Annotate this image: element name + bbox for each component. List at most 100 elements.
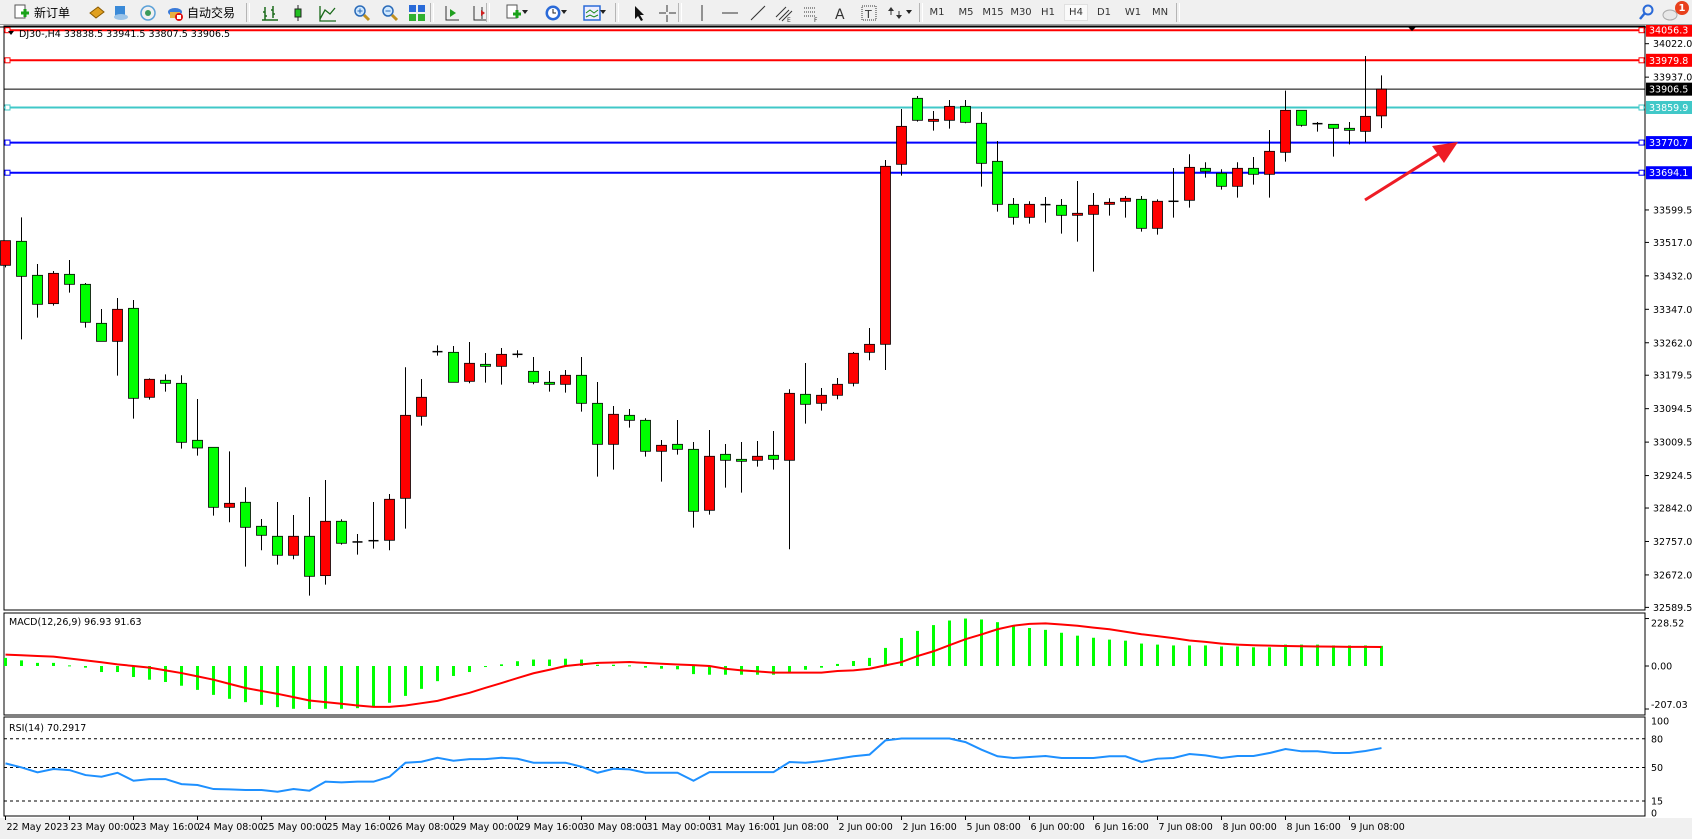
new-order-button[interactable]: 新订单 <box>13 3 70 22</box>
candle-body <box>464 362 475 382</box>
macd-pane[interactable] <box>3 612 1646 716</box>
macd-histogram-bar <box>1268 647 1271 666</box>
candle-body <box>608 413 619 445</box>
cursor-button[interactable] <box>630 3 648 22</box>
tile-windows-icon <box>408 4 426 22</box>
candle <box>1184 154 1195 208</box>
macd-axis-label: 228.52 <box>1651 619 1684 630</box>
fibonacci-button[interactable]: F <box>802 3 820 22</box>
zoom-in-button[interactable] <box>353 3 371 22</box>
line-anchor-handle[interactable] <box>4 169 11 176</box>
chevron-down-icon[interactable] <box>600 10 606 14</box>
equidistant-channel-button[interactable]: E <box>775 3 793 22</box>
trend-arrow-head-icon[interactable] <box>1432 142 1458 163</box>
candle-body <box>416 396 427 417</box>
indicators-button[interactable] <box>505 3 523 22</box>
zoom-out-button[interactable] <box>381 3 399 22</box>
chevron-down-icon[interactable] <box>561 10 567 14</box>
candle <box>896 108 907 176</box>
macd-histogram-bar <box>516 661 519 666</box>
candle-body <box>64 273 75 285</box>
data-window-button[interactable] <box>112 3 130 22</box>
macd-histogram-bar <box>1124 640 1127 666</box>
bar-chart-button[interactable] <box>261 3 279 22</box>
candle <box>736 441 747 493</box>
candle <box>864 327 875 361</box>
macd-histogram-bar <box>996 622 999 666</box>
horizontal-line-button[interactable] <box>721 3 739 22</box>
timeframe-m5-button[interactable]: M5 <box>958 7 974 18</box>
meta-editor-icon <box>88 4 106 22</box>
search-button[interactable] <box>1638 3 1654 22</box>
arrows-button[interactable] <box>887 3 905 22</box>
candle-body <box>800 393 811 405</box>
candlestick-chart-button[interactable] <box>289 3 307 22</box>
line-anchor-handle[interactable] <box>4 139 11 146</box>
macd-histogram-bar <box>468 666 471 673</box>
vertical-line-button[interactable] <box>693 3 711 22</box>
crosshair-button[interactable] <box>658 3 676 22</box>
timeframe-h4-button[interactable]: H4 <box>1064 4 1088 21</box>
price-axis-label: 32589.5 <box>1653 603 1692 614</box>
trendline-button[interactable] <box>749 3 767 22</box>
candle-body <box>48 272 59 305</box>
macd-histogram-bar <box>276 666 279 708</box>
line-anchor-handle[interactable] <box>1638 139 1645 146</box>
timeframe-h1-button[interactable]: H1 <box>1041 7 1055 18</box>
timeframe-m1-button[interactable]: M1 <box>929 7 945 18</box>
line-chart-button[interactable] <box>319 3 337 22</box>
notifications-button[interactable] <box>1662 3 1680 22</box>
candle-body <box>128 307 139 399</box>
meta-editor-button[interactable] <box>88 3 106 22</box>
candle-body <box>336 520 347 544</box>
templates-button[interactable] <box>583 3 601 22</box>
candle <box>1152 199 1163 235</box>
auto-scroll-button[interactable] <box>443 3 461 22</box>
timeframe-d1-button[interactable]: D1 <box>1096 7 1112 18</box>
timeframe-m15-button[interactable]: M15 <box>982 7 1004 18</box>
candle-body <box>112 308 123 342</box>
line-anchor-handle[interactable] <box>4 57 11 64</box>
collapse-triangle-icon[interactable] <box>8 31 14 35</box>
timeframe-w1-button[interactable]: W1 <box>1124 7 1142 18</box>
price-line-label: 34056.3 <box>1649 26 1688 37</box>
auto-trading-button[interactable]: 自动交易 <box>166 3 235 22</box>
candle-body <box>752 455 763 461</box>
timeframe-mn-button[interactable]: MN <box>1151 7 1169 18</box>
macd-histogram-bar <box>180 666 183 686</box>
line-anchor-handle[interactable] <box>4 104 11 111</box>
chevron-down-icon[interactable] <box>906 10 912 14</box>
text-button[interactable]: A <box>831 3 849 22</box>
candle <box>400 367 411 529</box>
line-anchor-handle[interactable] <box>4 27 11 34</box>
chart-shift-marker-icon[interactable] <box>1407 26 1417 31</box>
candle-body <box>272 535 283 556</box>
macd-histogram-bar <box>612 664 615 666</box>
candle <box>1104 198 1115 216</box>
candle-body <box>896 125 907 165</box>
signals-button[interactable] <box>139 3 157 22</box>
chart-shift-button[interactable] <box>471 3 489 22</box>
chevron-down-icon[interactable] <box>522 10 528 14</box>
macd-histogram-bar <box>244 666 247 703</box>
candle <box>704 429 715 515</box>
line-anchor-handle[interactable] <box>1638 27 1645 34</box>
text-label-button[interactable]: T <box>860 3 878 22</box>
timeframe-m30-button[interactable]: M30 <box>1010 7 1032 18</box>
line-anchor-handle[interactable] <box>1638 169 1645 176</box>
line-anchor-handle[interactable] <box>1638 104 1645 111</box>
trend-arrow-shaft[interactable] <box>1364 146 1449 202</box>
candle <box>16 217 27 340</box>
line-anchor-handle[interactable] <box>1638 57 1645 64</box>
rsi-pane[interactable] <box>3 716 1646 817</box>
tile-windows-button[interactable] <box>408 3 426 22</box>
macd-histogram-bar <box>196 666 199 690</box>
vertical-line-icon <box>693 4 711 22</box>
candle-body <box>480 363 491 367</box>
periods-button[interactable] <box>544 3 562 22</box>
rsi-axis-label: 15 <box>1651 797 1663 808</box>
signals-icon <box>139 4 157 22</box>
macd-histogram-bar <box>452 666 455 676</box>
macd-histogram-bar <box>228 666 231 699</box>
